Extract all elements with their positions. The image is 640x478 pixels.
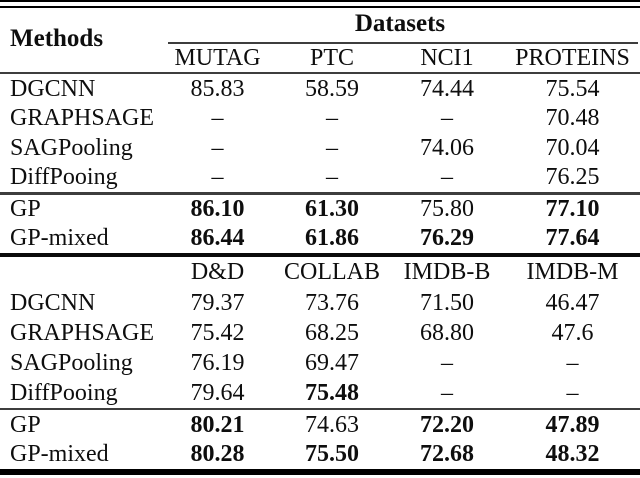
value-cell: 68.25 [305, 319, 359, 346]
table-row-gp-mixed-1: GP-mixed 86.44 61.86 76.29 77.64 [0, 224, 640, 253]
method-name: DGCNN [10, 75, 96, 102]
value-cell: 69.47 [305, 349, 359, 376]
column-header-ptc: PTC [309, 44, 354, 71]
value-cell: 70.04 [545, 134, 600, 161]
table-row-gp-2: GP 80.21 74.63 72.20 47.89 [0, 410, 640, 440]
table-row-graphsage-1: GRAPHSAGE – – – 70.48 [0, 104, 640, 134]
value-cell: – [211, 164, 224, 191]
value-cell: – [566, 379, 579, 406]
datasets-header: Datasets [354, 10, 446, 37]
value-cell: 76.29 [420, 225, 474, 251]
datasets-underline-rule [168, 41, 638, 44]
section1-gp-rule [0, 192, 640, 195]
value-cell: 72.68 [420, 441, 474, 468]
value-cell: – [441, 105, 453, 132]
value-cell: – [326, 134, 338, 161]
method-name: GRAPHSAGE [10, 105, 155, 132]
table-header: Methods Datasets MUTAG PTC NCI1 PROTEINS [0, 8, 640, 72]
section-divider-rule [0, 252, 640, 257]
value-cell: 71.50 [420, 289, 474, 316]
value-cell: 72.20 [420, 411, 474, 438]
value-cell: 77.10 [545, 196, 600, 222]
table-row-sagpooling-1: SAGPooling – – 74.06 70.04 [0, 133, 640, 163]
value-cell: 77.64 [545, 225, 600, 251]
value-cell: 74.06 [420, 134, 474, 161]
value-cell: 68.80 [420, 319, 474, 346]
section1-column-header-row: MUTAG PTC NCI1 PROTEINS [0, 44, 640, 71]
value-cell: 75.42 [190, 319, 245, 346]
value-cell: 86.10 [190, 196, 245, 222]
value-cell: 74.44 [420, 75, 474, 102]
top-rule [0, 0, 640, 8]
value-cell: – [441, 349, 453, 376]
section2-column-header-row: D&D COLLAB IMDB-B IMDB-M [0, 257, 640, 288]
column-header-nci1: NCI1 [420, 44, 474, 71]
table-row-dgcnn-1: DGCNN 85.83 58.59 74.44 75.54 [0, 74, 640, 104]
method-name: GP [10, 411, 41, 438]
value-cell: – [326, 164, 338, 191]
method-name: GP-mixed [10, 441, 109, 468]
method-name: DiffPooing [10, 164, 118, 191]
value-cell: – [441, 164, 453, 191]
method-name: GP-mixed [10, 225, 109, 251]
value-cell: 58.59 [305, 75, 359, 102]
method-name: SAGPooling [10, 349, 133, 376]
value-cell: 75.50 [305, 441, 359, 468]
value-cell: 48.32 [545, 441, 600, 468]
value-cell: 75.80 [420, 196, 474, 222]
column-header-proteins: PROTEINS [515, 44, 630, 71]
table-row-gp-1: GP 86.10 61.30 75.80 77.10 [0, 195, 640, 224]
value-cell: 47.6 [551, 319, 594, 346]
column-header-mutag: MUTAG [174, 44, 261, 71]
value-cell: 46.47 [545, 289, 600, 316]
method-name: GRAPHSAGE [10, 319, 155, 346]
method-name: SAGPooling [10, 134, 133, 161]
value-cell: – [211, 134, 224, 161]
bottom-rule [0, 469, 640, 475]
value-cell: 76.25 [545, 164, 600, 191]
column-header-dd: D&D [190, 259, 245, 285]
column-header-imdb-b: IMDB-B [403, 259, 491, 285]
table-row-dgcnn-2: DGCNN 79.37 73.76 71.50 46.47 [0, 288, 640, 318]
value-cell: – [566, 349, 579, 376]
table-row-sagpooling-2: SAGPooling 76.19 69.47 – – [0, 348, 640, 378]
value-cell: – [441, 379, 453, 406]
table-row-diffpooing-2: DiffPooing 79.64 75.48 – – [0, 378, 640, 408]
method-name: GP [10, 196, 41, 222]
table-row-diffpooing-1: DiffPooing – – – 76.25 [0, 163, 640, 193]
header-rule [0, 71, 640, 74]
value-cell: 74.63 [305, 411, 359, 438]
method-name: DGCNN [10, 289, 96, 316]
value-cell: 47.89 [545, 411, 600, 438]
value-cell: 75.48 [305, 379, 359, 406]
table-row-gp-mixed-2: GP-mixed 80.28 75.50 72.68 48.32 [0, 440, 640, 470]
section2-gp-rule [0, 407, 640, 410]
method-name: DiffPooing [10, 379, 118, 406]
value-cell: 76.19 [190, 349, 245, 376]
value-cell: 86.44 [190, 225, 245, 251]
methods-column-header: Methods [10, 25, 104, 52]
column-header-imdb-m: IMDB-M [526, 259, 619, 285]
value-cell: 80.28 [190, 441, 245, 468]
table-row-graphsage-2: GRAPHSAGE 75.42 68.25 68.80 47.6 [0, 318, 640, 348]
value-cell: 73.76 [305, 289, 359, 316]
value-cell: 79.37 [190, 289, 245, 316]
value-cell: 70.48 [545, 105, 600, 132]
value-cell: 61.86 [305, 225, 359, 251]
value-cell: – [326, 105, 338, 132]
value-cell: 80.21 [190, 411, 245, 438]
value-cell: 61.30 [305, 196, 359, 222]
value-cell: 75.54 [545, 75, 600, 102]
value-cell: 79.64 [190, 379, 245, 406]
column-header-collab: COLLAB [284, 259, 380, 285]
value-cell: – [211, 105, 224, 132]
value-cell: 85.83 [190, 75, 245, 102]
